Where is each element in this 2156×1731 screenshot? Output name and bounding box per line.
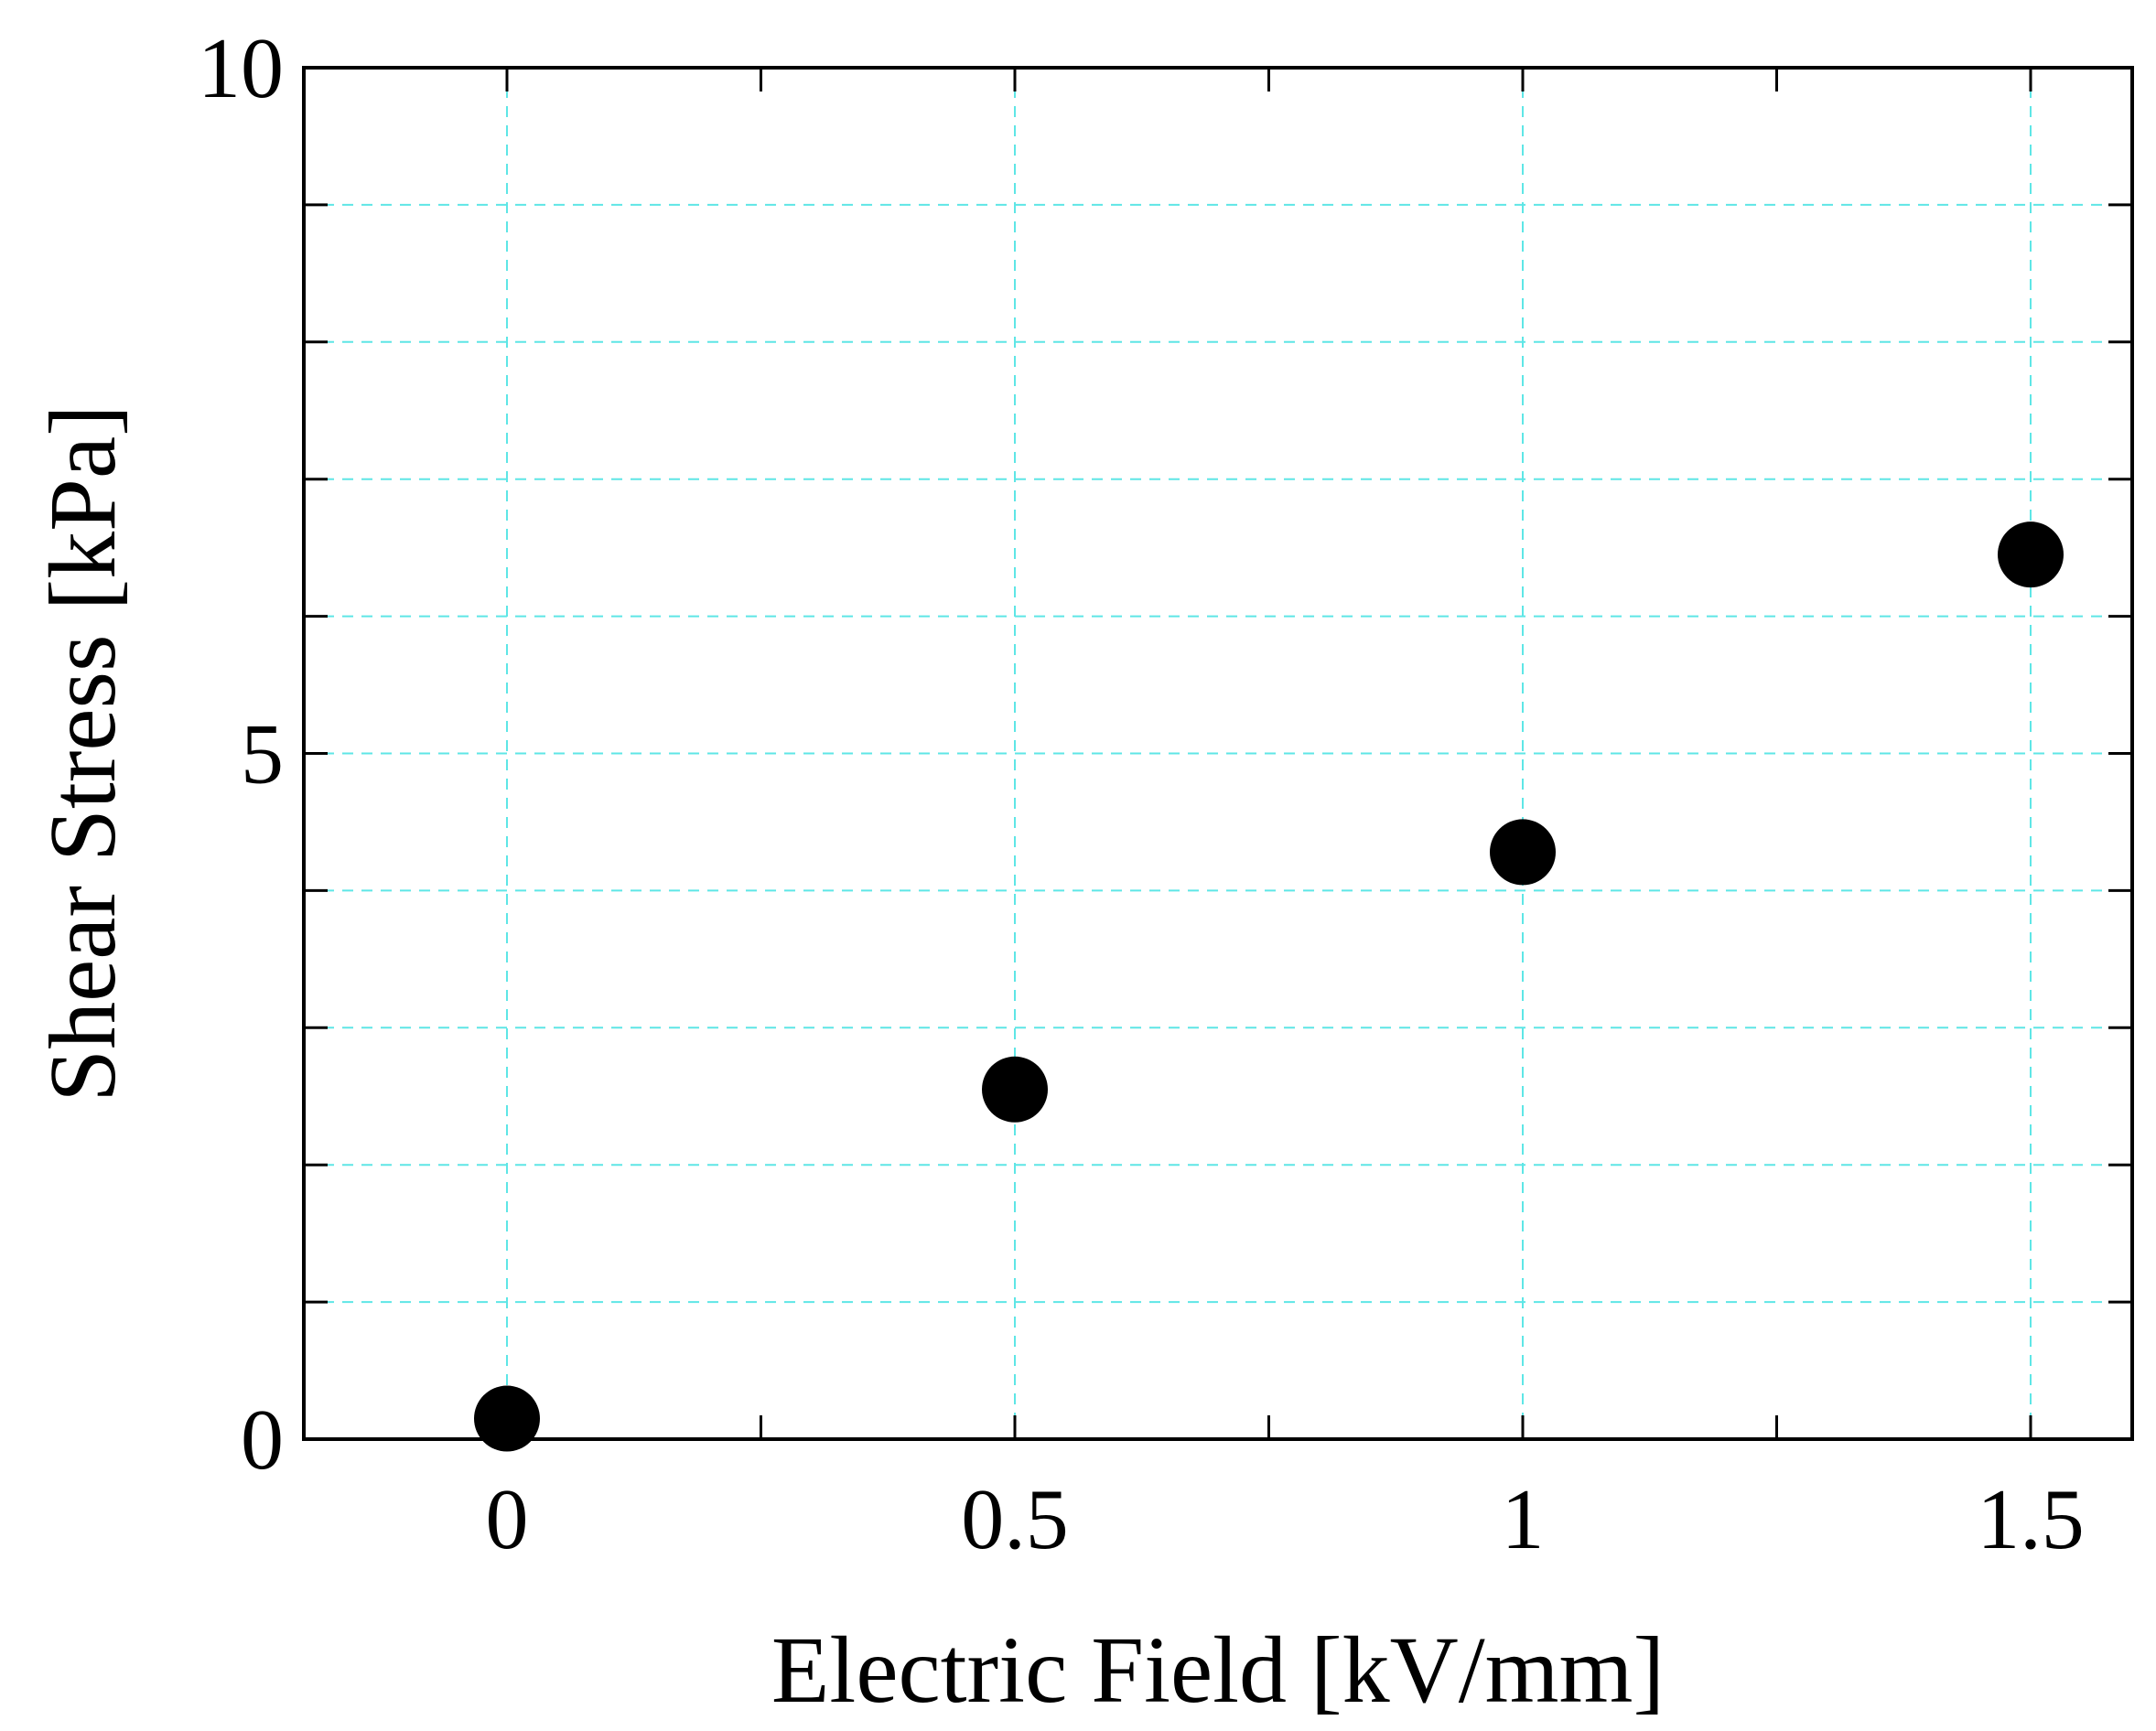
data-point	[474, 1385, 540, 1452]
y-tick-label: 10	[198, 21, 284, 116]
data-points	[474, 521, 2064, 1452]
x-axis-label: Electric Field [kV/mm]	[771, 1618, 1665, 1723]
y-tick-label: 0	[241, 1392, 284, 1488]
data-point	[1490, 819, 1556, 886]
y-tick-label: 5	[241, 707, 284, 802]
y-axis-label: Shear Stress [kPa]	[30, 404, 135, 1102]
data-point	[982, 1056, 1048, 1123]
tick-labels: 0 0.5 1 1.5 0 5 10	[198, 21, 2085, 1567]
plot-frame	[302, 66, 2134, 1441]
x-tick-label: 1	[1502, 1472, 1545, 1567]
data-point	[1998, 521, 2064, 588]
grid-lines	[304, 68, 2132, 1439]
x-tick-label: 1.5	[1977, 1472, 2085, 1567]
x-tick-label: 0.5	[961, 1472, 1069, 1567]
x-tick-label: 0	[486, 1472, 529, 1567]
